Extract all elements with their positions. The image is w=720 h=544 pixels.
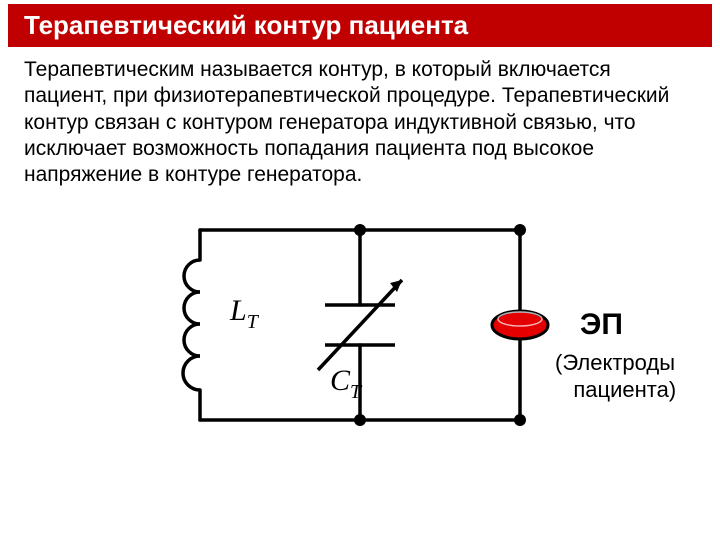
capacitor-label: CT	[330, 364, 363, 403]
inductor-icon	[183, 260, 200, 390]
electrode-icon	[492, 311, 548, 339]
circuit-svg: LT CT	[140, 200, 580, 460]
description-paragraph: Терапевтическим называется контур, в кот…	[0, 57, 720, 200]
page-title: Терапевтический контур пациента	[8, 4, 712, 47]
electrode-label: ЭП	[580, 308, 623, 342]
electrode-caption: (Электроды пациента)	[555, 350, 676, 403]
inductor-label: LT	[229, 294, 260, 333]
circuit-diagram: LT CT ЭП (Электроды пациента)	[0, 200, 720, 460]
